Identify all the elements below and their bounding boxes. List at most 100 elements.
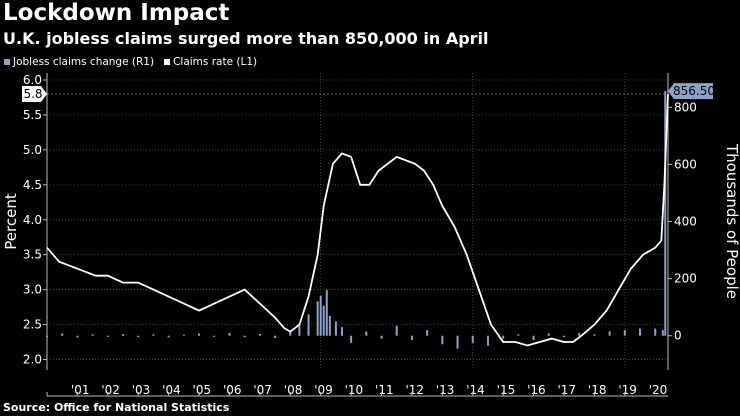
bar-claims-change (664, 91, 667, 336)
bar-claims-change (319, 295, 322, 336)
bar-claims-change (298, 324, 301, 336)
left-tick-label: 5.0 (23, 143, 42, 157)
bar-claims-change (456, 335, 459, 349)
bar-claims-change (639, 328, 642, 336)
x-tick-label: '20 (649, 383, 668, 397)
legend: Jobless claims change (R1) Claims rate (… (4, 56, 267, 68)
bar-claims-change (307, 314, 310, 336)
bar-claims-change (471, 335, 474, 343)
x-tick-label: '06 (223, 383, 242, 397)
right-tick-label: 200 (674, 272, 697, 286)
bar-claims-change (325, 290, 328, 336)
bar-claims-change (91, 334, 94, 336)
x-tick-label: '13 (436, 383, 455, 397)
legend-swatch-rate (164, 59, 171, 65)
bar-claims-change (623, 330, 626, 336)
chart-title: Lockdown Impact (3, 0, 230, 26)
right-last-value-tag (668, 83, 713, 100)
bar-claims-change (593, 334, 596, 336)
bar-claims-change (274, 335, 277, 339)
bar-claims-change (258, 334, 261, 336)
right-axis-title: Thousands of People (723, 143, 740, 299)
legend-swatch-change (4, 59, 10, 65)
x-tick-label: '16 (527, 383, 546, 397)
left-tick-label: 6.0 (23, 73, 42, 87)
right-tick-label: 800 (674, 100, 697, 114)
right-last-value-label: 856.50 (673, 84, 715, 98)
bar-claims-change (152, 334, 155, 336)
bar-claims-change (380, 335, 383, 339)
x-tick-label: '01 (71, 383, 90, 397)
bar-claims-change (365, 331, 368, 336)
x-tick-label: '12 (405, 383, 424, 397)
bar-claims-change (328, 315, 331, 336)
x-tick-label: '08 (284, 383, 303, 397)
right-tick-label: 400 (674, 215, 697, 229)
left-tick-label: 4.5 (23, 178, 42, 192)
left-tick-label: 5.5 (23, 108, 42, 122)
bar-claims-change (340, 327, 343, 336)
x-tick-label: '11 (375, 383, 394, 397)
bar-claims-change (46, 335, 48, 338)
bar-claims-change (289, 331, 292, 336)
left-last-value-label: 5.8 (23, 87, 42, 101)
x-tick-label: '09 (314, 383, 333, 397)
bar-claims-change (395, 325, 398, 336)
left-axis-title: Percent (2, 193, 20, 250)
x-tick-label: '02 (101, 383, 120, 397)
bar-claims-change (228, 332, 231, 336)
bar-claims-change (322, 305, 325, 336)
bar-claims-change (532, 335, 535, 341)
bar-claims-change (76, 335, 79, 338)
legend-label-rate: Claims rate (L1) (173, 56, 258, 68)
bar-claims-change (243, 335, 246, 338)
left-tick-label: 2.0 (23, 353, 42, 367)
bar-claims-change (334, 321, 337, 336)
right-tick-label: 600 (674, 157, 697, 171)
bar-claims-change (198, 333, 201, 336)
left-last-value-tag (22, 85, 47, 102)
bar-claims-change (608, 331, 611, 336)
bar-claims-change (502, 335, 505, 339)
x-tick-label: '19 (618, 383, 637, 397)
x-tick-label: '03 (132, 383, 151, 397)
x-tick-label: '05 (193, 383, 212, 397)
x-tick-label: '15 (497, 383, 516, 397)
bar-claims-change (654, 328, 657, 336)
bar-claims-change (441, 335, 444, 345)
bar-claims-change (578, 332, 581, 336)
bar-claims-change (350, 335, 353, 343)
chart-subtitle: U.K. jobless claims surged more than 850… (3, 29, 489, 48)
bar-claims-change (106, 335, 109, 337)
bar-claims-change (167, 335, 170, 338)
bar-claims-change (517, 334, 520, 336)
bar-claims-change (122, 334, 125, 336)
bar-claims-change (182, 334, 185, 336)
bar-claims-change (547, 333, 550, 336)
legend-item-change: Jobless claims change (R1) (4, 56, 154, 68)
x-tick-label: '04 (162, 383, 181, 397)
x-tick-label: '14 (466, 383, 485, 397)
bar-claims-change (486, 335, 489, 346)
bar-claims-change (661, 330, 664, 336)
legend-label-change: Jobless claims change (R1) (13, 56, 155, 68)
bar-claims-change (426, 330, 429, 336)
left-tick-label: 3.0 (23, 283, 42, 297)
bar-claims-change (213, 335, 216, 337)
source-note: Source: Office for National Statistics (3, 401, 230, 414)
bar-claims-change (61, 333, 64, 336)
x-tick-label: '18 (588, 383, 607, 397)
bar-claims-change (410, 335, 413, 341)
x-tick-label: '10 (345, 383, 364, 397)
x-tick-label: '07 (253, 383, 272, 397)
line-claims-rate (46, 93, 669, 347)
x-tick-label: '17 (557, 383, 576, 397)
left-tick-label: 2.5 (23, 318, 42, 332)
left-tick-label: 4.0 (23, 213, 42, 227)
legend-item-rate: Claims rate (L1) (164, 56, 257, 68)
bar-claims-change (316, 301, 319, 336)
bar-claims-change (562, 335, 565, 338)
bar-claims-change (137, 335, 140, 338)
left-tick-label: 3.5 (23, 248, 42, 262)
